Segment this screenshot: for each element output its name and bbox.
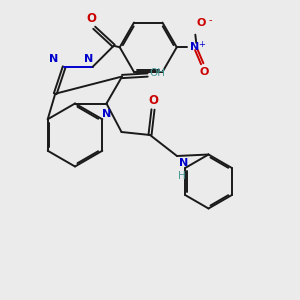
Text: O: O <box>199 68 208 77</box>
Text: OH: OH <box>149 68 165 79</box>
Text: N: N <box>102 109 111 119</box>
Text: O: O <box>86 12 96 25</box>
Text: N: N <box>178 158 188 167</box>
Text: N: N <box>190 42 199 52</box>
Text: H: H <box>178 171 185 181</box>
Text: O: O <box>148 94 158 106</box>
Text: N: N <box>49 54 58 64</box>
Text: O: O <box>196 18 206 28</box>
Text: -: - <box>208 15 212 25</box>
Text: +: + <box>198 40 205 49</box>
Text: N: N <box>84 54 93 64</box>
